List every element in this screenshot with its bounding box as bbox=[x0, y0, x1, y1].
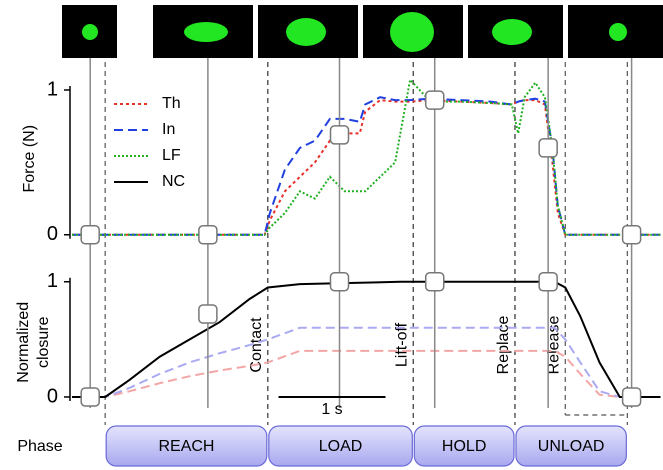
legend-label: In bbox=[162, 121, 175, 138]
figure: ContactLift-offReplaceRelease01Force (N)… bbox=[0, 0, 663, 470]
frame-marker bbox=[623, 388, 641, 406]
y-tick-label: 1 bbox=[47, 270, 58, 292]
object bbox=[184, 22, 228, 42]
legend-label: Th bbox=[162, 95, 181, 112]
series-line bbox=[72, 100, 661, 235]
legend-label: NC bbox=[162, 173, 185, 190]
series-line bbox=[72, 328, 661, 397]
object bbox=[492, 19, 532, 45]
phase-label: UNLOAD bbox=[538, 438, 605, 455]
event-label: Replace bbox=[495, 316, 512, 375]
phase-title: Phase bbox=[17, 438, 62, 455]
phase-label: HOLD bbox=[442, 438, 486, 455]
scale-bar-label: 1 s bbox=[321, 401, 342, 418]
event-label: Lift-off bbox=[394, 322, 411, 367]
y-tick-label: 1 bbox=[47, 78, 58, 100]
phase-label: LOAD bbox=[319, 438, 363, 455]
frame-marker bbox=[539, 139, 557, 157]
object bbox=[390, 12, 434, 52]
frame-marker bbox=[199, 226, 217, 244]
series-line bbox=[72, 282, 661, 397]
frame-marker bbox=[539, 273, 557, 291]
y-axis-label: closure bbox=[35, 316, 52, 368]
y-tick-label: 0 bbox=[47, 223, 58, 245]
object bbox=[286, 18, 326, 46]
frame-marker bbox=[623, 226, 641, 244]
object bbox=[609, 23, 627, 41]
frame-marker bbox=[81, 388, 99, 406]
frame-marker bbox=[331, 126, 349, 144]
frame-marker bbox=[426, 91, 444, 109]
frame-marker bbox=[81, 226, 99, 244]
legend-label: LF bbox=[162, 147, 181, 164]
thumbnails bbox=[62, 5, 663, 58]
frame-marker bbox=[199, 305, 217, 323]
frame-marker bbox=[426, 273, 444, 291]
y-axis-label: Force (N) bbox=[21, 125, 38, 193]
phase-label: REACH bbox=[158, 438, 214, 455]
frame-marker bbox=[331, 273, 349, 291]
y-axis-label: Normalized bbox=[15, 302, 32, 383]
series-line bbox=[72, 97, 661, 235]
object bbox=[82, 24, 98, 40]
y-tick-label: 0 bbox=[47, 385, 58, 407]
